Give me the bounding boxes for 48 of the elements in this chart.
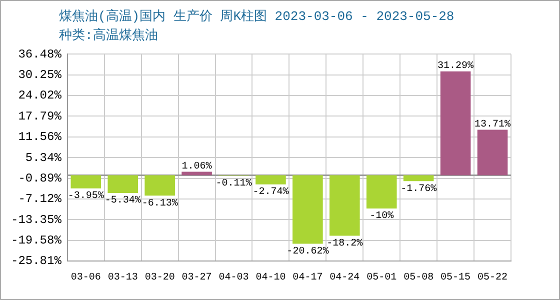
y-tick-label: 24.02% (18, 88, 62, 103)
bar (144, 175, 175, 196)
x-tick-label: 04-10 (256, 272, 286, 284)
data-label: 1.06% (182, 161, 212, 172)
bar (403, 175, 434, 182)
data-label: 31.29% (438, 61, 474, 72)
x-tick-label: 03-20 (144, 272, 175, 284)
chart-subtitle: 种类:高温煤焦油 (59, 27, 158, 44)
bar (329, 175, 360, 236)
y-tick-label: 30.25% (18, 68, 62, 82)
y-tick-label: -13.35% (10, 212, 62, 227)
x-tick-label: 05-08 (404, 272, 434, 284)
bar (256, 175, 286, 184)
x-tick-label: 03-06 (70, 272, 101, 284)
x-tick-label: 05-15 (440, 272, 471, 284)
bar (477, 130, 508, 176)
x-tick-label: 03-27 (182, 272, 212, 284)
bar (70, 175, 102, 188)
bar (292, 175, 323, 244)
data-label: -6.13% (142, 198, 178, 210)
y-tick-label: -7.12% (18, 192, 62, 206)
x-tick-label: 03-13 (108, 272, 138, 284)
y-tick-label: 5.34% (25, 150, 62, 165)
data-label: -18.2% (326, 238, 363, 250)
y-tick-label: 11.56% (18, 130, 62, 144)
x-tick-label: 04-03 (218, 272, 249, 284)
x-tick-label: 05-01 (366, 272, 397, 284)
y-tick-label: -0.89% (18, 171, 62, 186)
x-tick-label: 05-22 (478, 272, 508, 284)
x-tick-label: 04-17 (292, 272, 323, 284)
data-label: -3.95% (68, 191, 104, 202)
data-label: -20.62% (286, 246, 329, 258)
y-tick-label: 36.48% (18, 47, 62, 62)
bar (108, 175, 138, 194)
y-tick-label: -19.58% (10, 233, 62, 248)
data-label: -0.11% (216, 178, 252, 190)
bar (182, 172, 212, 176)
data-label: -1.76% (400, 184, 437, 195)
y-tick-label: -25.81% (10, 254, 62, 268)
data-label: -2.74% (252, 187, 289, 198)
y-tick-label: 17.79% (18, 109, 62, 124)
bar (366, 175, 397, 209)
data-label: 13.71% (474, 119, 511, 130)
data-label: -5.34% (104, 196, 141, 207)
chart-title: 煤焦油(高温)国内 生产价 周K柱图 2023-03-06 - 2023-05-28 (59, 8, 454, 25)
x-tick-label: 04-24 (330, 272, 360, 284)
bar (440, 71, 471, 176)
data-label: -10% (370, 211, 394, 222)
